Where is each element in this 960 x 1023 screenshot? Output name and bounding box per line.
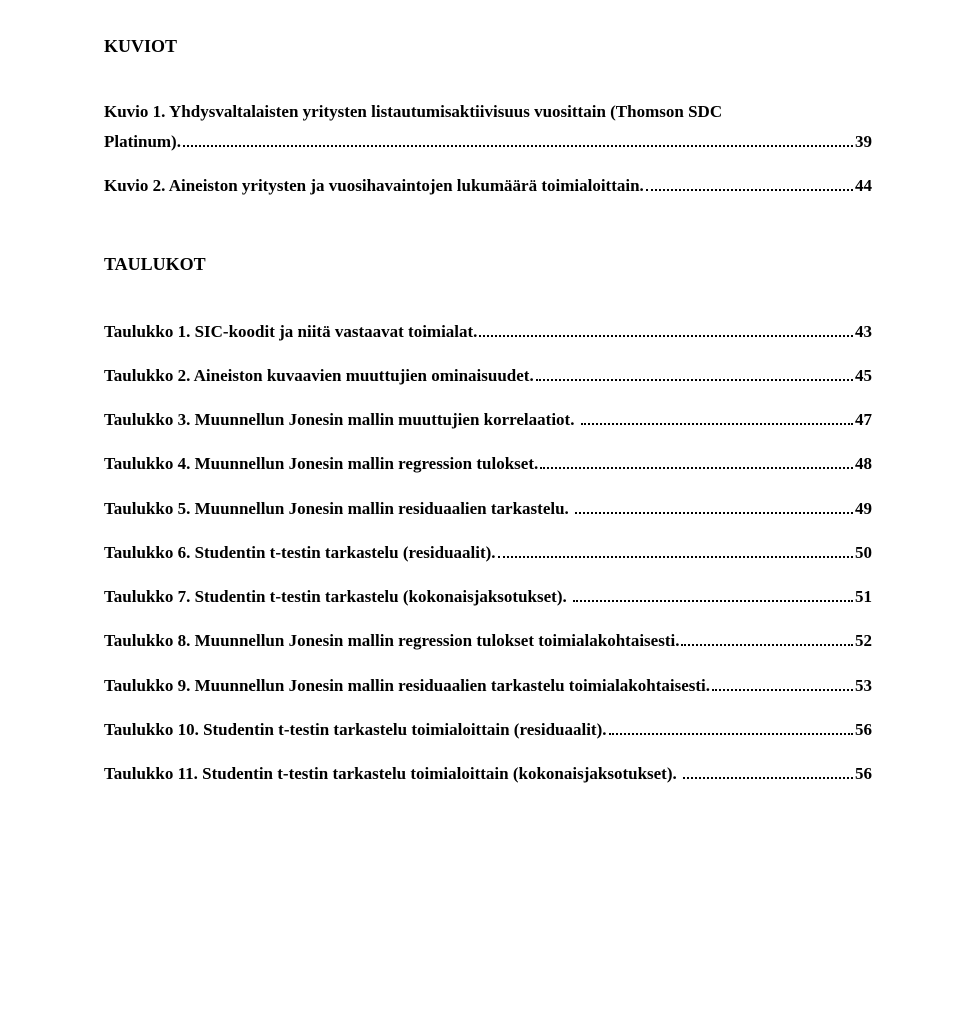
entry-page: 50 [855, 542, 872, 565]
entry-page: 48 [855, 453, 872, 476]
entry-label: Kuvio 1. Yhdysvaltalaisten yritysten lis… [104, 101, 872, 124]
entry-page: 47 [855, 409, 872, 432]
entry-page: 51 [855, 586, 872, 609]
dot-leader [479, 319, 853, 336]
entry-label: Taulukko 5. Muunnellun Jonesin mallin re… [104, 498, 573, 521]
toc-entry: Taulukko 4. Muunnellun Jonesin mallin re… [104, 452, 872, 476]
dot-leader [683, 762, 853, 779]
entry-label: Taulukko 10. Studentin t-testin tarkaste… [104, 719, 607, 742]
entry-label: Taulukko 7. Studentin t-testin tarkastel… [104, 586, 571, 609]
dot-leader [646, 174, 853, 191]
entry-label: Taulukko 3. Muunnellun Jonesin mallin mu… [104, 409, 579, 432]
entry-page: 44 [855, 175, 872, 198]
toc-entry: Taulukko 2. Aineiston kuvaavien muuttuji… [104, 364, 872, 388]
dot-leader [575, 496, 853, 513]
entry-label: Taulukko 1. SIC-koodit ja niitä vastaava… [104, 321, 477, 344]
dot-leader [536, 364, 853, 381]
toc-entry: Kuvio 2. Aineiston yritysten ja vuosihav… [104, 174, 872, 198]
toc-entry: Taulukko 5. Muunnellun Jonesin mallin re… [104, 496, 872, 520]
entry-label: Taulukko 9. Muunnellun Jonesin mallin re… [104, 675, 710, 698]
entry-page: 53 [855, 675, 872, 698]
kuviot-heading: KUVIOT [104, 36, 872, 57]
dot-leader [540, 452, 853, 469]
toc-entry: Taulukko 10. Studentin t-testin tarkaste… [104, 718, 872, 742]
entry-label: Taulukko 8. Muunnellun Jonesin mallin re… [104, 630, 679, 653]
dot-leader [498, 541, 853, 558]
toc-entry: Taulukko 11. Studentin t-testin tarkaste… [104, 762, 872, 786]
entry-page: 52 [855, 630, 872, 653]
entry-label: Taulukko 6. Studentin t-testin tarkastel… [104, 542, 496, 565]
toc-entry: Taulukko 6. Studentin t-testin tarkastel… [104, 541, 872, 565]
taulukot-heading: TAULUKOT [104, 254, 872, 275]
toc-entry: Taulukko 7. Studentin t-testin tarkastel… [104, 585, 872, 609]
entry-label: Platinum). [104, 131, 181, 154]
dot-leader [183, 130, 853, 147]
entry-page: 56 [855, 719, 872, 742]
entry-page: 49 [855, 498, 872, 521]
toc-entry: Taulukko 1. SIC-koodit ja niitä vastaava… [104, 319, 872, 343]
toc-entry: Kuvio 1. Yhdysvaltalaisten yritysten lis… [104, 101, 872, 126]
entry-page: 56 [855, 763, 872, 786]
entry-page: 45 [855, 365, 872, 388]
entry-label: Taulukko 4. Muunnellun Jonesin mallin re… [104, 453, 538, 476]
toc-entry: Taulukko 3. Muunnellun Jonesin mallin mu… [104, 408, 872, 432]
entry-label: Taulukko 11. Studentin t-testin tarkaste… [104, 763, 681, 786]
toc-entry-continuation: Platinum). 39 [104, 130, 872, 154]
toc-entry: Taulukko 9. Muunnellun Jonesin mallin re… [104, 673, 872, 697]
entry-page: 39 [855, 131, 872, 154]
dot-leader [581, 408, 853, 425]
dot-leader [609, 718, 853, 735]
entry-label: Kuvio 2. Aineiston yritysten ja vuosihav… [104, 175, 644, 198]
dot-leader [681, 629, 853, 646]
toc-entry: Taulukko 8. Muunnellun Jonesin mallin re… [104, 629, 872, 653]
dot-leader [573, 585, 853, 602]
entry-label: Taulukko 2. Aineiston kuvaavien muuttuji… [104, 365, 534, 388]
entry-page: 43 [855, 321, 872, 344]
dot-leader [712, 673, 853, 690]
